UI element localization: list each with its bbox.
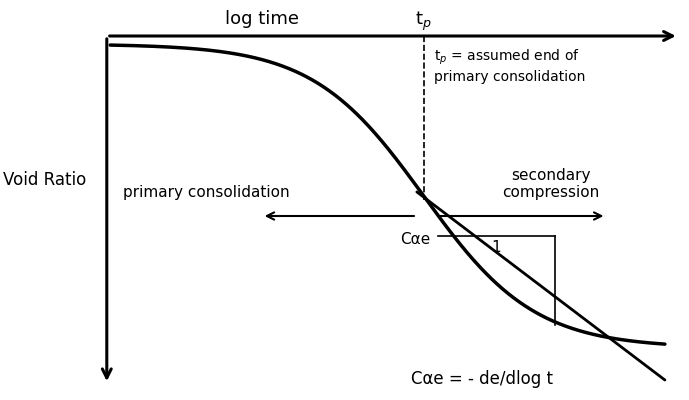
Text: secondary
compression: secondary compression bbox=[502, 168, 600, 200]
Text: t$_p$: t$_p$ bbox=[415, 10, 432, 33]
Text: 1: 1 bbox=[491, 240, 501, 255]
Text: Void Ratio: Void Ratio bbox=[3, 171, 87, 189]
Text: t$_p$ = assumed end of
primary consolidation: t$_p$ = assumed end of primary consolida… bbox=[434, 48, 586, 84]
Text: Cαe = - de/dlog t: Cαe = - de/dlog t bbox=[411, 370, 553, 388]
Text: log time: log time bbox=[225, 10, 299, 28]
Text: Cαe: Cαe bbox=[400, 232, 431, 247]
Text: primary consolidation: primary consolidation bbox=[123, 185, 290, 200]
